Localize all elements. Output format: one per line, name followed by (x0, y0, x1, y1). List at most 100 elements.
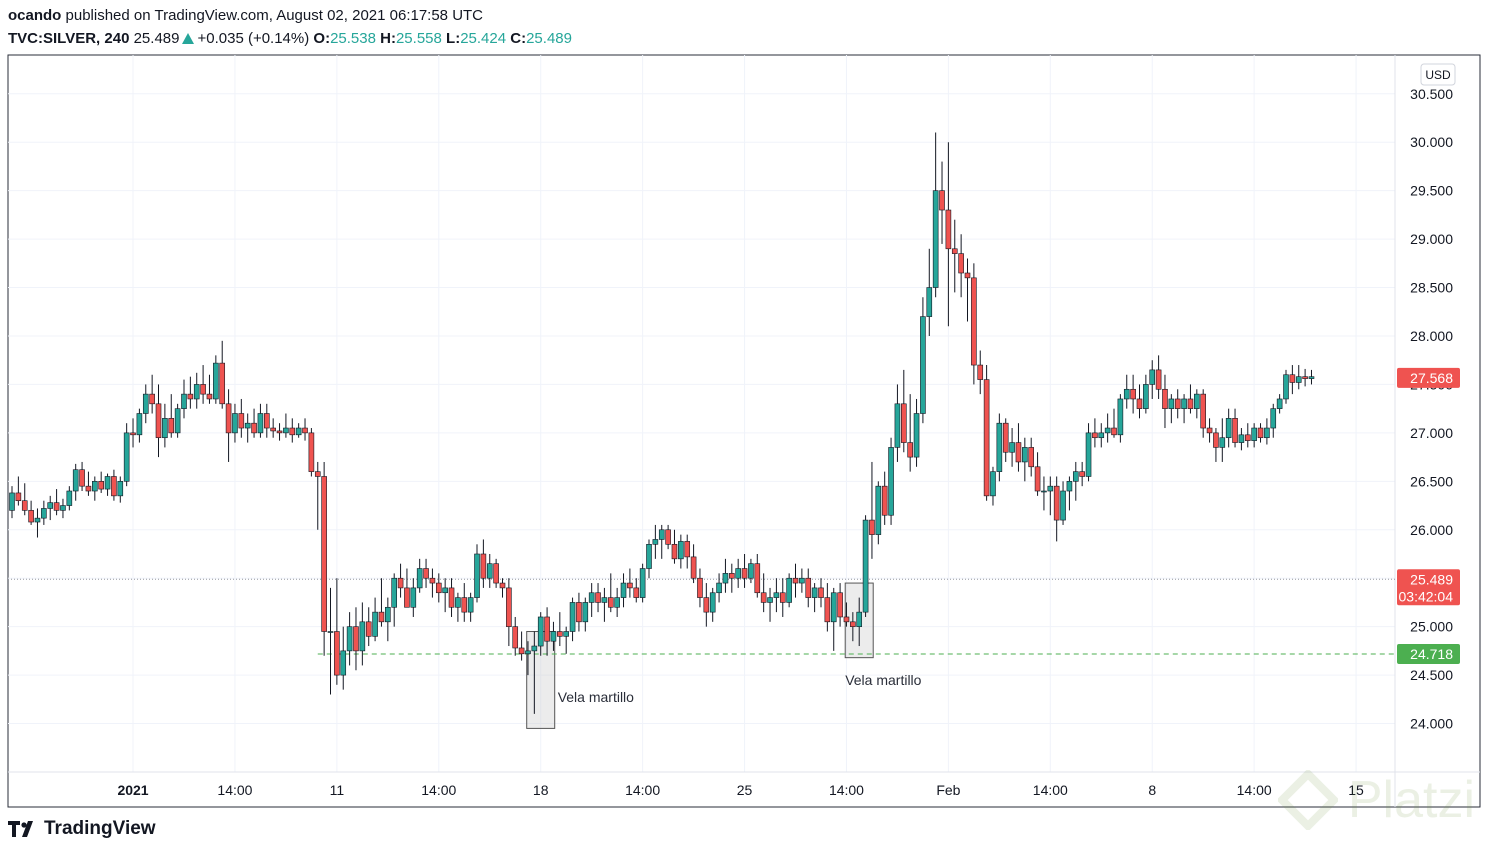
candle-up[interactable] (716, 582, 722, 594)
candle-up[interactable] (920, 316, 926, 414)
candle-up[interactable] (244, 422, 251, 429)
candle-down[interactable] (1111, 427, 1117, 436)
candle-up[interactable] (531, 645, 538, 652)
candle-up[interactable] (601, 597, 608, 603)
candle-down[interactable] (951, 248, 958, 254)
candle-up[interactable] (162, 418, 168, 439)
candle-down[interactable] (1244, 434, 1251, 441)
candle-up[interactable] (1143, 384, 1149, 409)
currency-badge[interactable] (1420, 63, 1456, 86)
candle-up[interactable] (1104, 427, 1111, 434)
candle-down[interactable] (206, 393, 213, 400)
candle-up[interactable] (722, 573, 729, 584)
candle-down[interactable] (28, 510, 34, 523)
candle-down[interactable] (225, 403, 232, 434)
candle-down[interactable] (397, 577, 404, 589)
candle-down[interactable] (690, 556, 697, 579)
candle-up[interactable] (1238, 434, 1245, 443)
candle-down[interactable] (1257, 427, 1264, 439)
candle-up[interactable] (748, 563, 754, 579)
candle-down[interactable] (270, 427, 276, 432)
candle-down[interactable] (557, 631, 563, 637)
candle-down[interactable] (461, 597, 468, 613)
candle-up[interactable] (1225, 418, 1232, 439)
candle-down[interactable] (321, 476, 327, 632)
candle-up[interactable] (990, 471, 996, 497)
candle-up[interactable] (1276, 398, 1283, 409)
candle-down[interactable] (308, 432, 315, 472)
candle-down[interactable] (111, 476, 117, 497)
candle-down[interactable] (977, 364, 984, 380)
candle-down[interactable] (1155, 369, 1162, 390)
candle-down[interactable] (1053, 485, 1060, 521)
candle-down[interactable] (506, 587, 512, 627)
candle-up[interactable] (1168, 398, 1175, 409)
candle-up[interactable] (1041, 490, 1047, 493)
candle-up[interactable] (174, 408, 181, 434)
candle-down[interactable] (837, 592, 843, 618)
candle-up[interactable] (372, 611, 378, 637)
candle-down[interactable] (1174, 398, 1181, 409)
candle-down[interactable] (971, 277, 977, 366)
candle-down[interactable] (595, 592, 601, 603)
candle-down[interactable] (1232, 418, 1238, 443)
candle-up[interactable] (455, 597, 461, 608)
candle-up[interactable] (385, 606, 391, 623)
candle-up[interactable] (123, 432, 130, 482)
candle-up[interactable] (614, 597, 620, 608)
candle-down[interactable] (1092, 432, 1098, 439)
candle-up[interactable] (862, 519, 869, 613)
candle-up[interactable] (1295, 376, 1302, 383)
candle-up[interactable] (563, 631, 569, 637)
candle-down[interactable] (365, 621, 372, 637)
candle-down[interactable] (334, 631, 340, 676)
candle-up[interactable] (181, 393, 187, 409)
candle-up[interactable] (66, 490, 73, 506)
candle-up[interactable] (1060, 490, 1066, 521)
candle-up[interactable] (932, 190, 939, 288)
candle-down[interactable] (1162, 388, 1168, 409)
candle-down[interactable] (850, 621, 856, 627)
candle-down[interactable] (729, 573, 735, 579)
candle-up[interactable] (193, 384, 200, 400)
candle-down[interactable] (805, 577, 812, 598)
candle-up[interactable] (1047, 485, 1054, 492)
candle-up[interactable] (620, 582, 627, 598)
candle-up[interactable] (1123, 388, 1130, 400)
candle-up[interactable] (646, 544, 652, 569)
candle-up[interactable] (550, 631, 557, 642)
candle-up[interactable] (678, 541, 684, 560)
candle-up[interactable] (359, 621, 366, 652)
candle-up[interactable] (888, 447, 894, 516)
candle-down[interactable] (1034, 466, 1041, 492)
candle-up[interactable] (856, 611, 863, 627)
candle-up[interactable] (410, 587, 417, 608)
candle-down[interactable] (21, 500, 28, 511)
candle-down[interactable] (238, 413, 245, 429)
candle-up[interactable] (1009, 442, 1015, 453)
candle-up[interactable] (1117, 398, 1124, 436)
candle-up[interactable] (283, 427, 289, 434)
candle-down[interactable] (448, 587, 455, 608)
candle-down[interactable] (544, 616, 550, 642)
candle-down[interactable] (665, 529, 671, 545)
candle-down[interactable] (219, 362, 226, 405)
author-name[interactable]: ocando (8, 7, 62, 24)
candle-up[interactable] (391, 577, 398, 608)
candle-up[interactable] (104, 476, 111, 490)
candle-down[interactable] (671, 544, 678, 560)
candle-up[interactable] (1181, 398, 1187, 409)
candle-down[interactable] (1213, 432, 1219, 448)
candle-up[interactable] (72, 469, 79, 492)
candle-down[interactable] (499, 582, 506, 589)
candle-up[interactable] (1251, 427, 1257, 441)
candle-down[interactable] (289, 427, 296, 436)
candle-up[interactable] (327, 631, 334, 633)
candle-down[interactable] (200, 384, 206, 395)
candle-up[interactable] (588, 592, 595, 603)
candle-up[interactable] (1072, 471, 1079, 482)
candle-down[interactable] (824, 597, 831, 623)
candle-down[interactable] (155, 403, 162, 439)
candle-down[interactable] (703, 597, 710, 613)
candle-down[interactable] (576, 602, 582, 623)
